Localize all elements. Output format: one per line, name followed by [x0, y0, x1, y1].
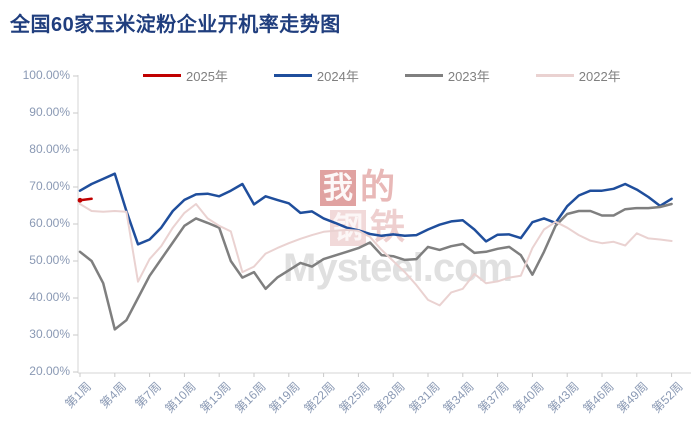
series-start-dot-2025 [77, 197, 83, 203]
series-line-2022年 [79, 203, 673, 307]
watermark-row2: 钢铁 [330, 210, 405, 246]
watermark-char-boxed: 钢 [330, 210, 366, 246]
legend-line-marker [143, 74, 181, 77]
y-axis-tick-label: 50.00% [29, 253, 70, 267]
watermark-char-plain: 的 [360, 168, 396, 207]
legend-line-marker [404, 74, 443, 77]
watermark-char-plain: 铁 [370, 208, 406, 247]
legend-item-2023年: 2023年 [404, 66, 490, 85]
legend-label: 2023年 [447, 69, 490, 84]
legend-line-marker [273, 74, 312, 77]
y-axis-tick-label: 100.00% [22, 68, 70, 82]
legend-label: 2025年 [186, 69, 228, 84]
series-line-2023年 [78, 202, 673, 331]
y-axis-tick-label: 30.00% [29, 327, 70, 341]
series-line-2024年 [78, 172, 673, 246]
chart-title: 全国60家玉米淀粉企业开机率走势图 [10, 14, 341, 36]
legend-label: 2024年 [316, 69, 359, 84]
legend: 2025年 2024年 2023年 2022年 [143, 66, 621, 85]
y-axis-tick-label: 40.00% [29, 290, 70, 304]
y-axis-tick-label: 90.00% [29, 105, 70, 119]
y-axis-tick-label: 70.00% [29, 179, 70, 193]
y-axis-tick-label: 20.00% [29, 364, 70, 378]
legend-item-2024年: 2024年 [273, 66, 359, 85]
watermark-row1: 我的 [320, 170, 395, 206]
legend-item-2025年: 2025年 [143, 66, 228, 85]
legend-item-2022年: 2022年 [535, 66, 621, 85]
y-axis-tick-label: 80.00% [29, 142, 70, 156]
legend-label: 2022年 [578, 69, 621, 84]
y-axis-tick-label: 60.00% [29, 216, 70, 230]
legend-line-marker [535, 74, 574, 77]
watermark-char-boxed: 我 [320, 170, 356, 206]
